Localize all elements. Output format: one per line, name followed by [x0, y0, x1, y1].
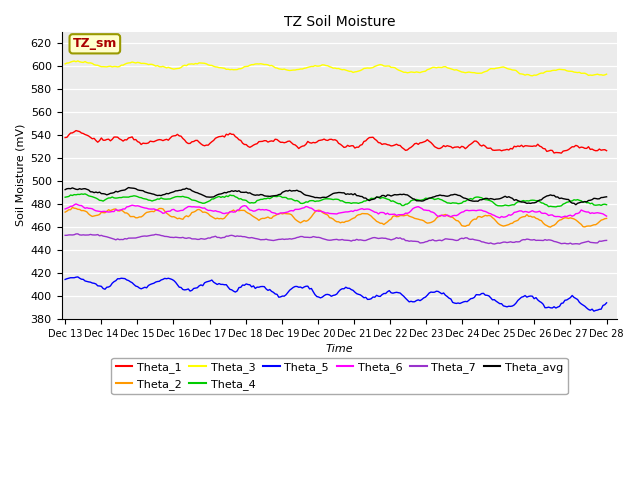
- Theta_5: [63, 276, 71, 282]
- Theta_avg: [394, 192, 402, 198]
- Line: Theta_4: Theta_4: [65, 194, 607, 207]
- Theta_6: [603, 213, 611, 219]
- Theta_3: [520, 72, 527, 77]
- Theta_6: [556, 214, 563, 219]
- Theta_2: [547, 224, 554, 230]
- Theta_3: [603, 72, 611, 77]
- Theta_5: [74, 274, 82, 280]
- Theta_3: [61, 61, 69, 67]
- Theta_7: [61, 232, 69, 238]
- Theta_1: [61, 135, 69, 141]
- Theta_6: [496, 215, 504, 221]
- Theta_1: [557, 150, 565, 156]
- Theta_2: [61, 209, 69, 215]
- Theta_avg: [572, 202, 580, 207]
- Theta_2: [383, 219, 391, 225]
- Theta_3: [556, 66, 563, 72]
- Theta_3: [529, 73, 536, 79]
- Theta_5: [520, 294, 527, 300]
- Line: Theta_1: Theta_1: [65, 131, 607, 153]
- Theta_4: [385, 197, 393, 203]
- Legend: Theta_1, Theta_2, Theta_3, Theta_4, Theta_5, Theta_6, Theta_7, Theta_avg: Theta_1, Theta_2, Theta_3, Theta_4, Thet…: [111, 358, 568, 394]
- Theta_4: [383, 196, 391, 202]
- Line: Theta_avg: Theta_avg: [65, 188, 607, 204]
- Theta_avg: [603, 194, 611, 200]
- Theta_2: [394, 214, 402, 219]
- Theta_7: [394, 236, 402, 241]
- Theta_5: [590, 308, 598, 314]
- X-axis label: Time: Time: [326, 344, 353, 354]
- Theta_5: [554, 304, 561, 310]
- Theta_4: [552, 204, 560, 210]
- Theta_avg: [554, 194, 561, 200]
- Theta_2: [520, 214, 527, 220]
- Theta_2: [603, 216, 611, 221]
- Theta_3: [63, 60, 71, 66]
- Theta_1: [63, 134, 71, 140]
- Theta_1: [520, 144, 527, 150]
- Theta_7: [383, 236, 391, 242]
- Theta_avg: [520, 199, 527, 205]
- Theta_7: [385, 236, 393, 242]
- Theta_2: [63, 208, 71, 214]
- Theta_2: [385, 217, 393, 223]
- Theta_4: [394, 201, 402, 206]
- Y-axis label: Soil Moisture (mV): Soil Moisture (mV): [15, 124, 25, 227]
- Theta_avg: [385, 192, 393, 198]
- Theta_6: [61, 206, 69, 212]
- Theta_3: [385, 63, 393, 69]
- Theta_6: [521, 209, 529, 215]
- Theta_3: [394, 67, 402, 73]
- Theta_5: [603, 300, 611, 306]
- Theta_1: [385, 142, 393, 148]
- Theta_4: [520, 198, 527, 204]
- Theta_3: [383, 63, 391, 69]
- Theta_7: [74, 231, 82, 237]
- Theta_avg: [63, 186, 71, 192]
- Theta_5: [394, 290, 402, 296]
- Theta_1: [72, 128, 80, 133]
- Theta_4: [61, 194, 69, 200]
- Theta_7: [554, 240, 561, 245]
- Theta_avg: [61, 187, 69, 192]
- Theta_2: [556, 217, 563, 223]
- Theta_4: [81, 191, 89, 197]
- Theta_1: [603, 148, 611, 154]
- Line: Theta_3: Theta_3: [65, 61, 607, 76]
- Theta_1: [383, 142, 391, 147]
- Theta_avg: [383, 192, 391, 198]
- Line: Theta_2: Theta_2: [65, 207, 607, 227]
- Theta_1: [554, 150, 561, 156]
- Theta_4: [63, 194, 71, 200]
- Theta_3: [74, 58, 82, 64]
- Theta_4: [556, 204, 563, 209]
- Theta_7: [63, 232, 71, 238]
- Theta_5: [61, 276, 69, 282]
- Theta_avg: [125, 185, 132, 191]
- Theta_5: [383, 289, 391, 295]
- Theta_7: [520, 237, 527, 242]
- Theta_6: [72, 201, 80, 207]
- Theta_6: [394, 212, 402, 217]
- Theta_4: [603, 202, 611, 207]
- Theta_5: [385, 288, 393, 293]
- Theta_6: [63, 205, 71, 211]
- Theta_6: [383, 210, 391, 216]
- Theta_6: [385, 212, 393, 217]
- Line: Theta_5: Theta_5: [65, 277, 607, 311]
- Theta_7: [575, 241, 583, 247]
- Theta_1: [394, 143, 402, 148]
- Line: Theta_7: Theta_7: [65, 234, 607, 244]
- Line: Theta_6: Theta_6: [65, 204, 607, 218]
- Theta_7: [603, 238, 611, 243]
- Title: TZ Soil Moisture: TZ Soil Moisture: [284, 15, 396, 29]
- Text: TZ_sm: TZ_sm: [73, 37, 117, 50]
- Theta_2: [68, 204, 76, 210]
